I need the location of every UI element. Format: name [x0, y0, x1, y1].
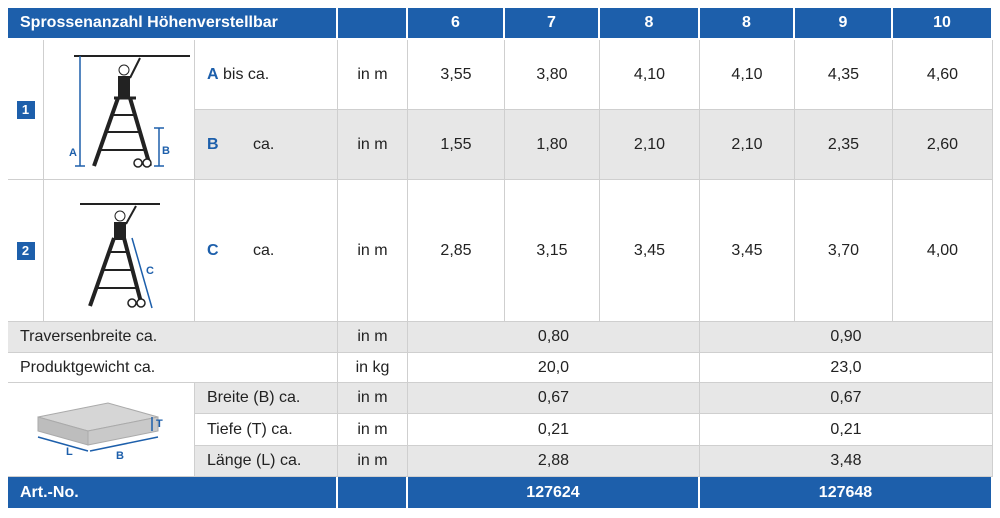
dimension-text: ca.	[253, 241, 275, 259]
figure-label: A	[69, 147, 77, 159]
figure-cell	[44, 40, 195, 180]
value: 2,10	[700, 110, 795, 180]
value: 4,10	[600, 40, 700, 110]
spec-label: Traversenbreite ca.	[8, 322, 338, 353]
value: 23,0	[700, 353, 993, 383]
value: 4,35	[795, 40, 893, 110]
value: 3,70	[795, 180, 893, 322]
value: 0,21	[700, 414, 993, 446]
variant-badge: 2	[16, 241, 35, 260]
dimension-text: bis ca.	[223, 65, 270, 83]
unit: in kg	[338, 353, 408, 383]
variant-cell: 2	[8, 180, 44, 322]
variant-cell: 1	[8, 40, 44, 180]
value: 0,80	[408, 322, 700, 353]
package-figure: T L B	[37, 402, 163, 462]
ladder-figure-1: A B	[69, 55, 190, 168]
value: 2,60	[893, 110, 993, 180]
value: 4,10	[700, 40, 795, 110]
value: 3,80	[505, 40, 600, 110]
value: 3,45	[600, 180, 700, 322]
package-label: Breite (B) ca.	[195, 383, 338, 414]
value: 3,45	[700, 180, 795, 322]
figure-label: B	[162, 145, 170, 157]
value: 0,67	[408, 383, 700, 414]
header-blank	[338, 8, 408, 40]
value: 2,35	[795, 110, 893, 180]
value: 1,80	[505, 110, 600, 180]
spec-label: Produktgewicht ca.	[8, 353, 338, 383]
unit: in m	[338, 383, 408, 414]
column-header: 9	[795, 8, 893, 40]
header-title: Sprossenanzahl Höhenverstellbar	[8, 8, 338, 40]
figure-label: B	[116, 450, 124, 462]
package-label: Länge (L) ca.	[195, 446, 338, 477]
column-header: 8	[700, 8, 795, 40]
unit: in m	[338, 414, 408, 446]
ladder-figure-2: C	[80, 203, 160, 309]
unit: in m	[338, 446, 408, 477]
value: 0,21	[408, 414, 700, 446]
package-label: Tiefe (T) ca.	[195, 414, 338, 446]
value: 2,88	[408, 446, 700, 477]
dimension-letter: B	[207, 135, 219, 153]
unit: in m	[338, 180, 408, 322]
unit: in m	[338, 110, 408, 180]
value: 3,15	[505, 180, 600, 322]
article-number: 127648	[700, 477, 993, 510]
value: 4,60	[893, 40, 993, 110]
column-header: 8	[600, 8, 700, 40]
value: 3,55	[408, 40, 505, 110]
dimension-text: ca.	[253, 135, 275, 153]
value: 0,67	[700, 383, 993, 414]
figure-label: C	[146, 265, 154, 277]
article-number: 127624	[408, 477, 700, 510]
value: 0,90	[700, 322, 993, 353]
column-header: 7	[505, 8, 600, 40]
value: 1,55	[408, 110, 505, 180]
value: 4,00	[893, 180, 993, 322]
value: 3,48	[700, 446, 993, 477]
footer-label: Art.-No.	[8, 477, 338, 510]
column-header: 6	[408, 8, 505, 40]
variant-badge: 1	[16, 100, 35, 119]
figure-label: T	[156, 418, 163, 430]
value: 2,85	[408, 180, 505, 322]
figure-label: L	[66, 446, 73, 458]
dimension-letter: A	[207, 65, 219, 83]
unit: in m	[338, 322, 408, 353]
footer-blank	[338, 477, 408, 510]
dimension-letter: C	[207, 241, 219, 259]
value: 20,0	[408, 353, 700, 383]
unit: in m	[338, 40, 408, 110]
column-header: 10	[893, 8, 993, 40]
value: 2,10	[600, 110, 700, 180]
